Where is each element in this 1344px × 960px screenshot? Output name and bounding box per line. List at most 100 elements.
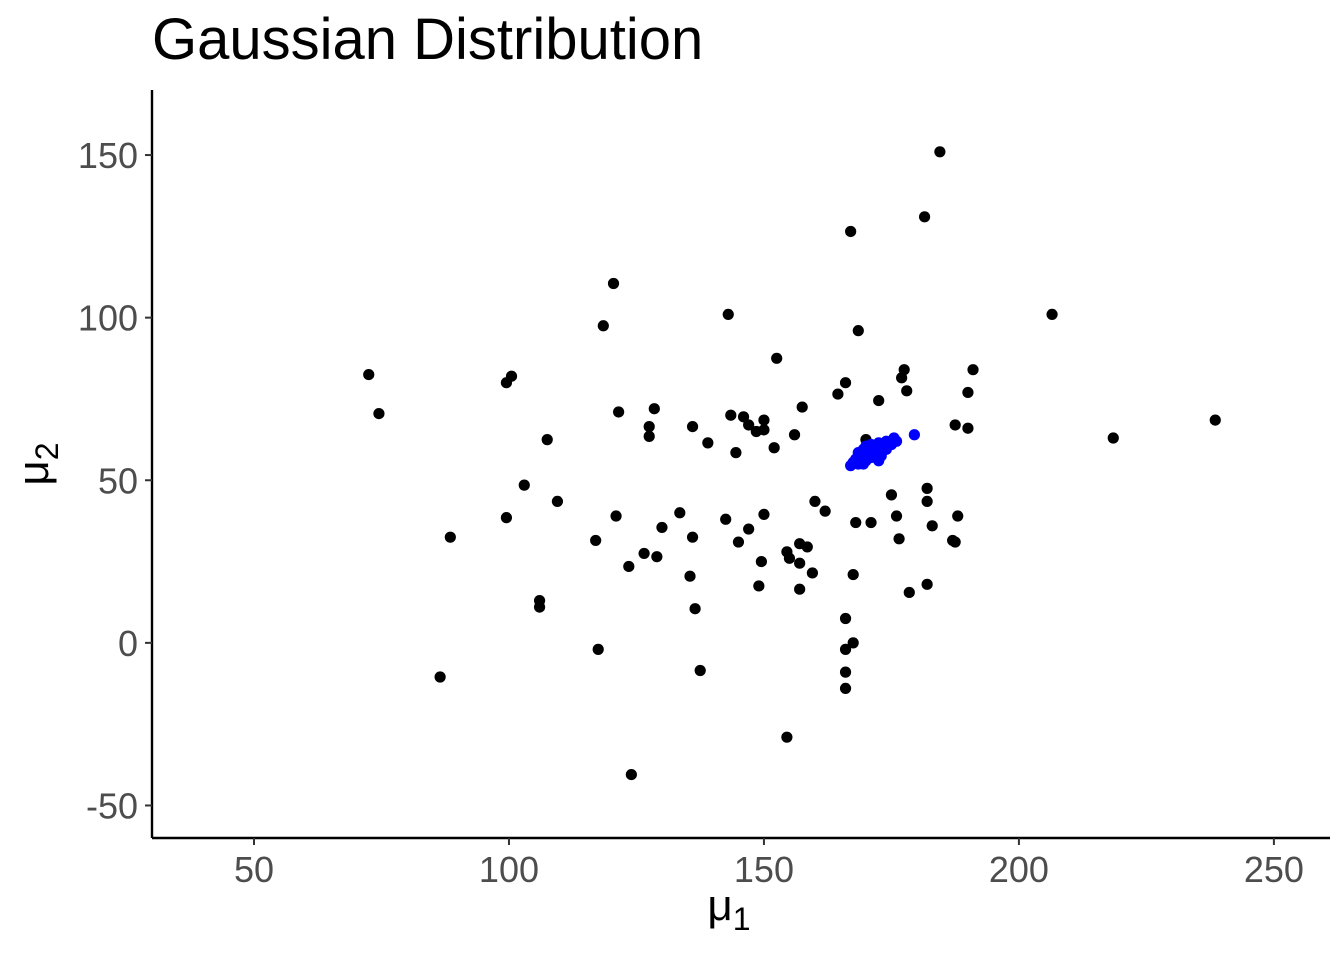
data-point-black — [794, 557, 806, 569]
y-tick-label: 150 — [78, 135, 138, 176]
data-point-black — [801, 541, 813, 553]
data-point-black — [896, 372, 908, 384]
data-point-black — [743, 523, 755, 535]
data-point-black — [832, 388, 844, 400]
y-tick-label: 0 — [118, 623, 138, 664]
data-point-black — [819, 505, 831, 517]
data-point-black — [755, 555, 767, 568]
data-point-black — [702, 437, 714, 449]
data-point-black — [850, 516, 862, 529]
data-point-black — [722, 308, 734, 320]
data-point-black — [656, 521, 668, 534]
data-point-black — [674, 507, 686, 519]
data-point-black — [720, 513, 732, 525]
x-tick-label: 50 — [234, 849, 274, 890]
data-point-black — [610, 510, 622, 522]
data-point-black — [934, 146, 946, 158]
y-tick-label: 100 — [78, 298, 138, 339]
data-point-black — [623, 560, 635, 573]
data-point-black — [921, 495, 933, 507]
data-point-black — [373, 407, 385, 420]
data-point-black — [952, 510, 964, 522]
y-axis-symbol: μ — [9, 460, 58, 485]
data-point-black — [839, 666, 852, 678]
data-point-black — [500, 377, 513, 389]
x-axis-subscript: 1 — [733, 901, 751, 937]
data-point-black — [845, 225, 857, 238]
data-point-black — [625, 768, 637, 781]
data-point-black — [839, 682, 852, 695]
chart-title: Gaussian Distribution — [152, 7, 704, 72]
data-point-black — [783, 552, 796, 564]
data-point-black — [730, 447, 742, 459]
data-point-black — [686, 421, 699, 433]
data-point-black — [689, 603, 701, 615]
y-tick-label: 50 — [98, 460, 138, 501]
data-point-black — [758, 414, 770, 426]
x-tick-label: 200 — [989, 849, 1049, 890]
data-point-black — [893, 533, 905, 545]
data-point-black — [949, 419, 961, 431]
x-tick-label: 250 — [1244, 849, 1304, 890]
data-point-black — [768, 442, 780, 454]
data-point-black — [500, 512, 513, 524]
data-point-black — [839, 377, 852, 389]
data-point-black — [806, 567, 818, 579]
data-point-black — [434, 671, 446, 683]
data-point-black — [607, 277, 620, 290]
data-point-black — [926, 520, 938, 532]
data-point-black — [643, 430, 655, 442]
data-point-blue — [875, 450, 887, 462]
y-axis-ticks: -50 0 50 100 150 — [78, 135, 152, 826]
data-point-black — [551, 495, 564, 507]
data-point-black — [1046, 308, 1058, 320]
data-point-black — [771, 352, 783, 364]
data-point-black — [592, 643, 604, 655]
data-point-black — [809, 495, 821, 507]
data-point-black — [788, 429, 801, 441]
data-point-black — [967, 364, 979, 376]
data-point-black — [638, 547, 650, 560]
data-point-black — [962, 422, 974, 434]
x-axis-ticks: 50 100 150 200 250 — [234, 838, 1304, 890]
data-point-black — [444, 531, 456, 543]
data-point-black — [725, 409, 737, 421]
data-points — [363, 146, 1221, 781]
data-point-black — [962, 386, 974, 399]
data-point-black — [794, 583, 806, 595]
data-point-black — [743, 419, 755, 431]
data-point-black — [684, 570, 696, 582]
data-point-black — [753, 580, 765, 592]
data-point-black — [758, 424, 770, 436]
data-point-black — [541, 434, 553, 446]
data-point-black — [613, 406, 625, 418]
data-point-black — [1209, 414, 1221, 426]
data-point-black — [847, 637, 859, 649]
data-point-black — [590, 534, 602, 547]
y-tick-label: -50 — [86, 785, 138, 826]
data-point-black — [643, 421, 655, 433]
data-point-black — [901, 385, 913, 397]
y-axis-title: μ2 — [9, 442, 65, 485]
data-point-black — [651, 551, 663, 563]
data-point-black — [648, 403, 660, 415]
data-point-black — [921, 482, 933, 494]
data-point-black — [949, 536, 961, 548]
data-point-black — [873, 394, 885, 407]
x-tick-label: 150 — [734, 849, 794, 890]
data-point-black — [865, 516, 877, 529]
data-point-black — [363, 368, 375, 381]
data-point-black — [518, 479, 530, 491]
data-point-blue — [908, 429, 920, 441]
data-point-black — [921, 578, 933, 590]
data-point-black — [781, 731, 793, 743]
data-point-black — [885, 489, 898, 501]
data-point-black — [1107, 432, 1119, 444]
x-axis-symbol: μ — [707, 881, 732, 930]
x-tick-label: 100 — [479, 849, 539, 890]
data-point-black — [737, 411, 750, 423]
data-point-black — [847, 568, 859, 581]
data-point-black — [918, 211, 931, 223]
data-point-black — [852, 325, 864, 337]
